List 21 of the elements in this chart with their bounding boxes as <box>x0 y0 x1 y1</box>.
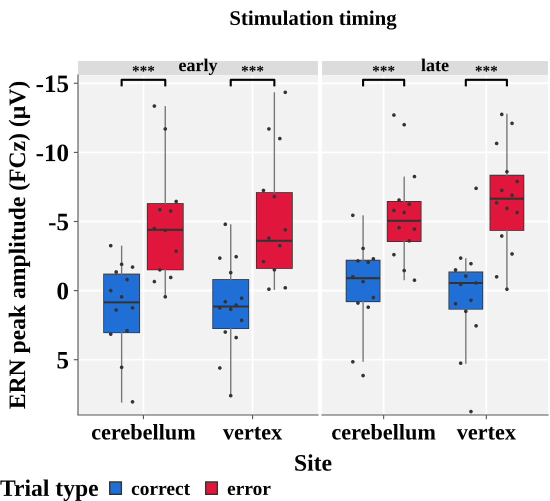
text: *** <box>242 66 264 72</box>
text: *** <box>372 66 394 72</box>
x-tick-label: cerebellum <box>332 424 436 440</box>
y-tick-label: -10 <box>36 144 68 162</box>
y-tick-label: -5 <box>49 214 68 230</box>
x-axis-title: Site <box>295 454 332 471</box>
x-tick-label: vertex <box>222 426 282 440</box>
y-tick-label: -15 <box>36 75 68 92</box>
chart-subtitle: late <box>421 58 449 72</box>
x-tick-label: cerebellum <box>92 424 196 440</box>
chart-title: Stimulation timing <box>230 10 396 30</box>
y-tick-label: 5 <box>57 352 68 369</box>
x-tick-label: vertex <box>456 426 516 440</box>
legend-title: Trial type <box>0 480 98 501</box>
text: *** <box>476 66 498 72</box>
legend-label: correct <box>132 484 190 496</box>
y-tick-label: 0 <box>57 282 68 300</box>
text: *** <box>132 66 154 72</box>
chart-subtitle: early <box>179 58 218 75</box>
y-axis-title: ERN peak amplitude (FCz) (µV) <box>8 82 30 409</box>
legend-label: error <box>228 486 271 496</box>
